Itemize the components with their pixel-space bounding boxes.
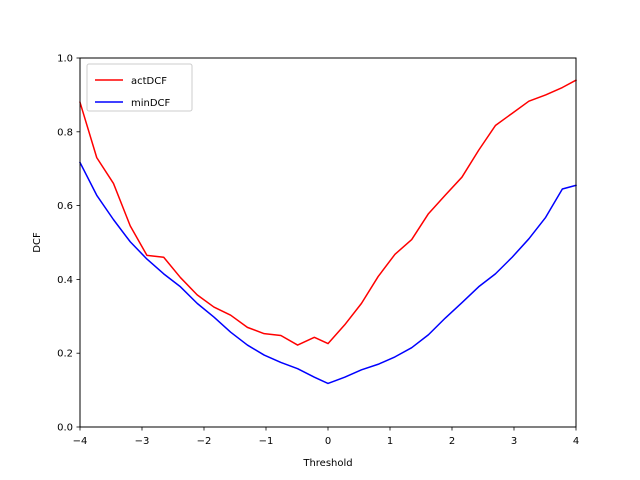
x-tick-label: 0: [325, 436, 331, 447]
x-tick-label: 4: [573, 436, 579, 447]
y-tick-label: 1.0: [57, 54, 73, 65]
x-axis-title: Threshold: [302, 458, 352, 469]
y-axis: 0.0 0.2 0.4 0.6 0.8 1.0: [57, 54, 80, 434]
legend: actDCF minDCF: [86, 63, 193, 112]
legend-box: [86, 63, 193, 112]
x-tick-label: −4: [73, 436, 88, 447]
x-tick-label: −1: [259, 436, 274, 447]
y-tick-label: 0.8: [57, 127, 73, 138]
series-line-minDCF: [78, 161, 577, 385]
x-tick-label: −3: [135, 436, 150, 447]
y-axis-title: DCF: [32, 232, 43, 253]
legend-label-minDCF: minDCF: [131, 98, 171, 109]
y-tick-label: 0.4: [57, 275, 73, 286]
y-tick-label: 0.0: [57, 423, 73, 434]
x-tick-label: 2: [449, 436, 455, 447]
series-line-actDCF: [79, 79, 578, 346]
x-tick-label: 1: [387, 436, 393, 447]
y-tick-label: 0.6: [57, 201, 73, 212]
x-tick-label: −2: [197, 436, 212, 447]
y-tick-label: 0.2: [57, 349, 73, 360]
x-axis: −4 −3 −2 −1 0 1 2 3 4: [73, 427, 579, 447]
x-tick-label: 3: [511, 436, 517, 447]
plot-area: [78, 79, 578, 385]
legend-label-actDCF: actDCF: [131, 76, 167, 87]
